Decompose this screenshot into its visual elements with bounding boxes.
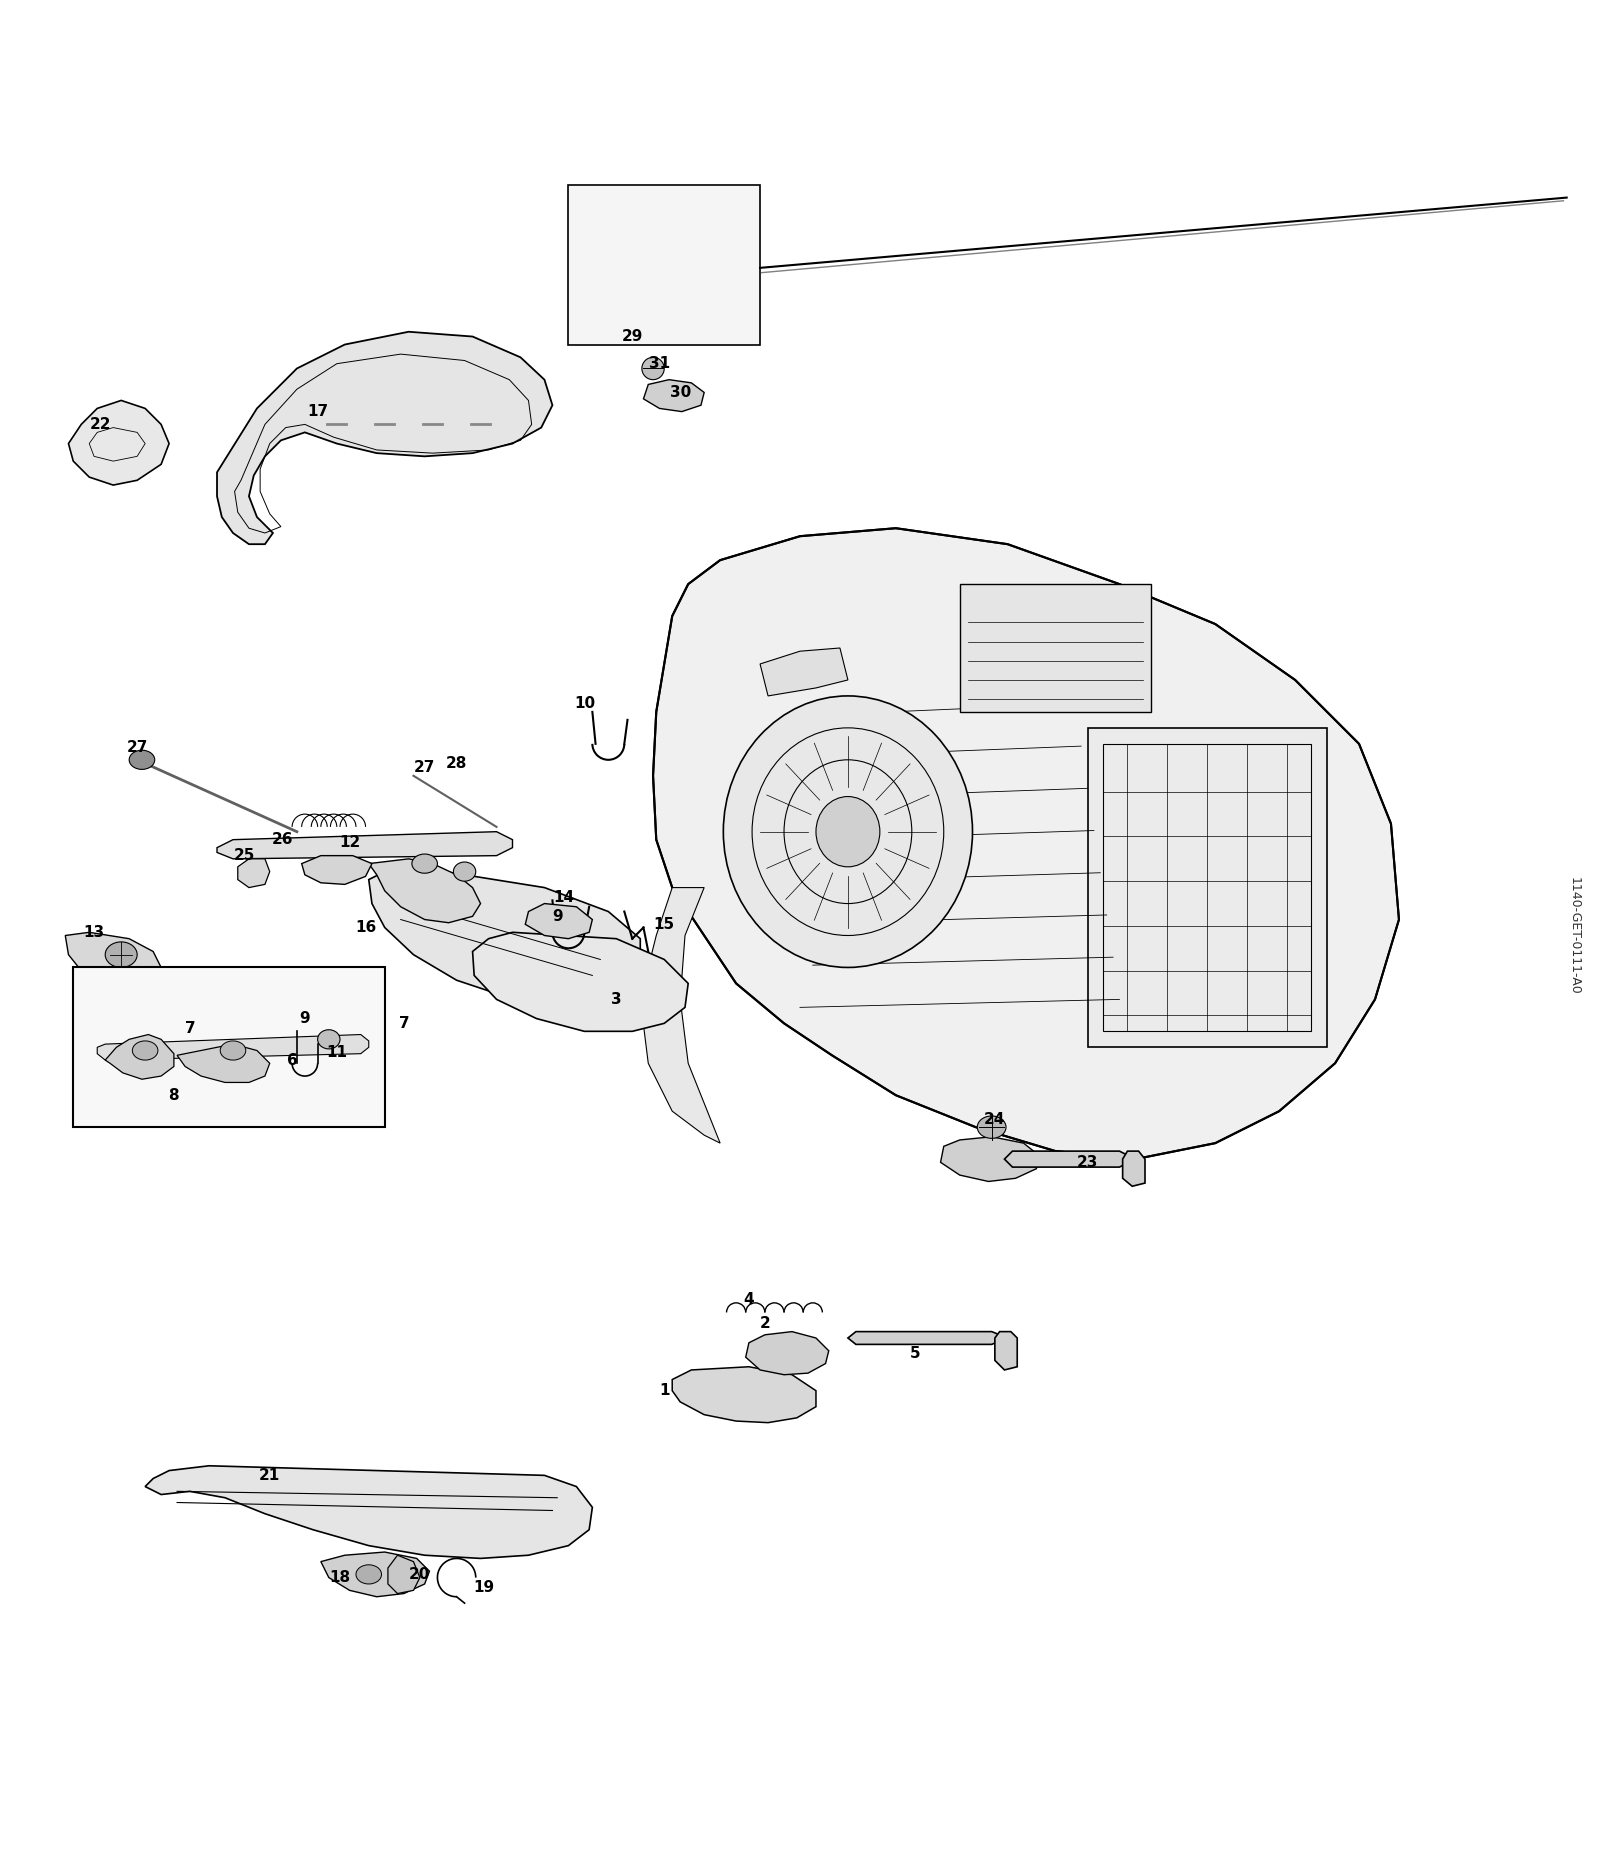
Polygon shape	[472, 932, 688, 1031]
Text: 8: 8	[168, 1087, 179, 1102]
Polygon shape	[640, 887, 720, 1143]
Polygon shape	[368, 868, 640, 1003]
Text: 13: 13	[83, 924, 104, 939]
Polygon shape	[760, 647, 848, 696]
Text: 14: 14	[554, 891, 574, 906]
Polygon shape	[1123, 1151, 1146, 1186]
Text: 18: 18	[330, 1570, 350, 1585]
Polygon shape	[178, 1044, 270, 1083]
Text: 29: 29	[622, 329, 643, 344]
Text: 21: 21	[259, 1469, 280, 1484]
Text: 15: 15	[654, 917, 675, 932]
Text: 9: 9	[299, 1010, 310, 1025]
Text: 20: 20	[410, 1566, 430, 1581]
Polygon shape	[218, 833, 512, 859]
Text: 19: 19	[474, 1579, 494, 1594]
Polygon shape	[98, 1035, 368, 1061]
Text: 5: 5	[910, 1347, 920, 1362]
Ellipse shape	[221, 1040, 246, 1061]
Polygon shape	[848, 1332, 1008, 1345]
Bar	[960, 584, 1152, 711]
Ellipse shape	[133, 1040, 158, 1061]
Polygon shape	[1005, 1151, 1136, 1168]
Text: 3: 3	[611, 992, 622, 1007]
Ellipse shape	[816, 797, 880, 866]
Polygon shape	[746, 1332, 829, 1375]
Polygon shape	[302, 855, 371, 885]
Text: 30: 30	[669, 385, 691, 400]
Polygon shape	[368, 859, 480, 922]
Text: 1140-GET-0111-A0: 1140-GET-0111-A0	[1568, 877, 1581, 994]
Ellipse shape	[723, 696, 973, 967]
Text: 25: 25	[234, 848, 254, 863]
Polygon shape	[322, 1553, 429, 1596]
Bar	[1088, 728, 1326, 1048]
Ellipse shape	[642, 357, 664, 380]
Polygon shape	[941, 1138, 1040, 1181]
Text: 9: 9	[552, 909, 563, 924]
Text: 24: 24	[984, 1111, 1005, 1126]
Text: 1: 1	[659, 1383, 669, 1398]
Text: 17: 17	[307, 404, 328, 419]
Text: 26: 26	[272, 833, 293, 848]
Ellipse shape	[978, 1115, 1006, 1138]
Text: 22: 22	[90, 417, 110, 432]
Polygon shape	[643, 380, 704, 412]
Ellipse shape	[411, 853, 437, 874]
Text: 16: 16	[355, 921, 376, 936]
Text: 12: 12	[339, 834, 360, 849]
Polygon shape	[146, 1465, 592, 1559]
Polygon shape	[218, 331, 552, 544]
Ellipse shape	[453, 863, 475, 881]
Polygon shape	[238, 859, 270, 887]
Text: 23: 23	[1077, 1154, 1098, 1169]
Bar	[568, 185, 760, 344]
Text: 10: 10	[574, 696, 595, 711]
Text: 11: 11	[326, 1044, 347, 1059]
Text: 27: 27	[126, 739, 147, 754]
Bar	[74, 967, 384, 1126]
Polygon shape	[653, 528, 1398, 1160]
Ellipse shape	[130, 750, 155, 769]
Polygon shape	[525, 904, 592, 939]
Polygon shape	[69, 400, 170, 485]
Text: 27: 27	[414, 760, 435, 775]
Text: 2: 2	[760, 1315, 770, 1330]
Text: 4: 4	[744, 1293, 754, 1308]
Ellipse shape	[106, 941, 138, 967]
Polygon shape	[387, 1555, 419, 1594]
Text: 6: 6	[286, 1053, 298, 1068]
Text: 7: 7	[398, 1016, 410, 1031]
Polygon shape	[672, 1366, 816, 1422]
Polygon shape	[106, 1035, 174, 1080]
Text: 7: 7	[184, 1022, 195, 1037]
Bar	[1104, 745, 1310, 1031]
Ellipse shape	[355, 1564, 381, 1585]
Text: 28: 28	[446, 756, 467, 771]
Polygon shape	[66, 932, 162, 986]
Polygon shape	[995, 1332, 1018, 1370]
Text: 31: 31	[650, 355, 670, 370]
Ellipse shape	[318, 1029, 339, 1050]
